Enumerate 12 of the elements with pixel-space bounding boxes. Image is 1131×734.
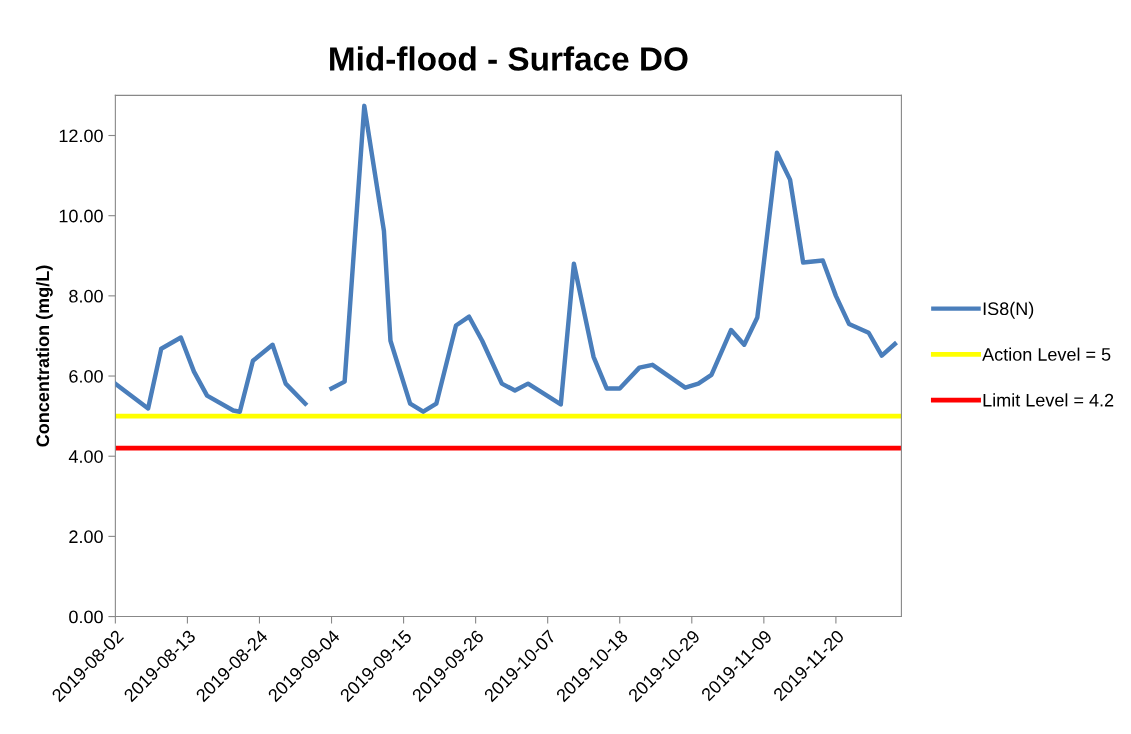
y-tick-label: 0.00: [69, 610, 103, 624]
y-tick-label: 8.00: [69, 289, 103, 303]
y-tick-label: 10.00: [59, 209, 103, 223]
y-tick-label: 2.00: [69, 530, 103, 544]
legend-label: Limit Level = 4.2: [983, 393, 1114, 407]
legend-label: Action Level = 5: [982, 347, 1111, 361]
y-tick-label: 6.00: [69, 369, 103, 383]
chart-title: Mid-flood - Surface DO: [330, 46, 688, 71]
y-axis-title: Concentration (mg/L): [35, 265, 53, 447]
legend-label: IS8(N): [983, 301, 1034, 319]
y-tick-label: 12.00: [59, 129, 103, 143]
y-tick-label: 4.00: [68, 450, 103, 463]
